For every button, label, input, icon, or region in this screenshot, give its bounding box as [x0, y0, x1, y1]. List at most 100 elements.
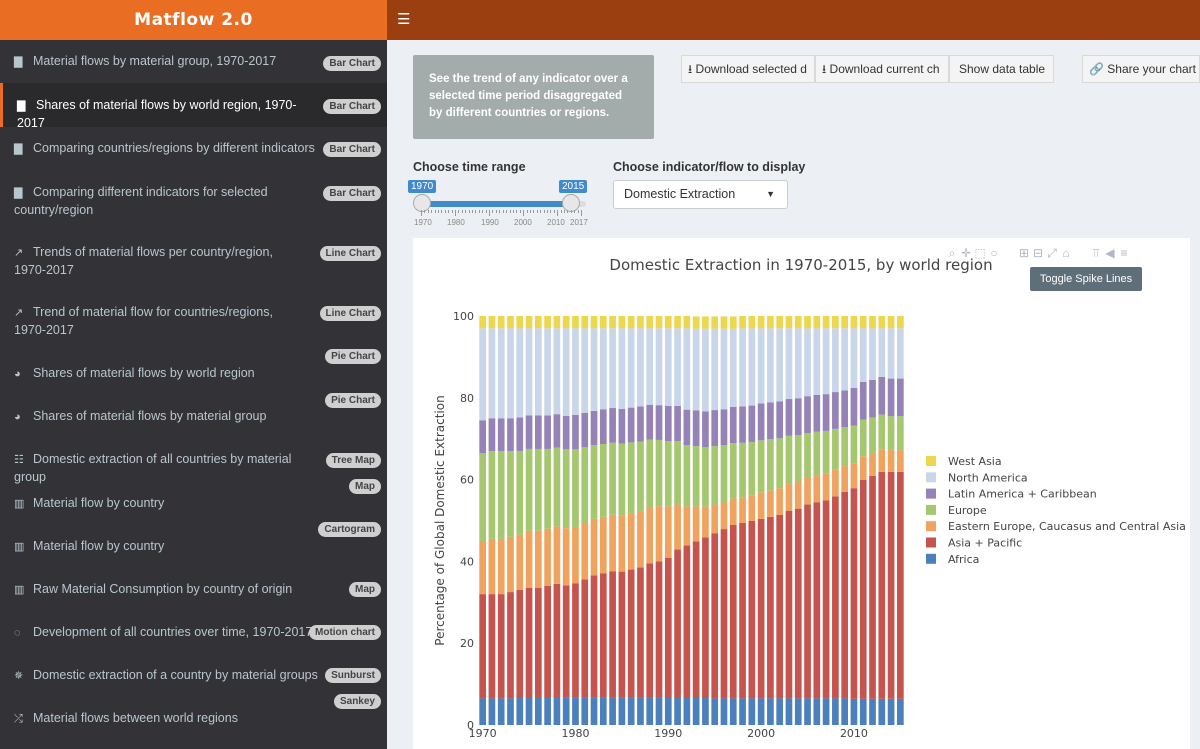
bar-segment[interactable]: [748, 520, 756, 699]
bar-segment[interactable]: [553, 526, 561, 584]
bar-segment[interactable]: [581, 697, 589, 725]
bar-segment[interactable]: [646, 507, 654, 564]
bar-segment[interactable]: [702, 447, 709, 507]
bar-segment[interactable]: [692, 328, 700, 411]
bar-segment[interactable]: [729, 498, 737, 525]
bar-segment[interactable]: [748, 405, 756, 442]
bar-segment[interactable]: [507, 698, 514, 725]
bar-segment[interactable]: [832, 496, 839, 699]
legend-label[interactable]: Eastern Europe, Caucasus and Central Asi…: [948, 520, 1186, 533]
bar-segment[interactable]: [674, 698, 681, 725]
bar-segment[interactable]: [618, 697, 626, 725]
bar-segment[interactable]: [711, 698, 719, 725]
bar-segment[interactable]: [720, 328, 728, 410]
bar-segment[interactable]: [516, 534, 524, 591]
bar-segment[interactable]: [776, 316, 784, 329]
bar-segment[interactable]: [767, 439, 774, 491]
bar-segment[interactable]: [822, 430, 830, 474]
bar-segment[interactable]: [479, 316, 486, 329]
bar-segment[interactable]: [497, 594, 505, 699]
bar-segment[interactable]: [897, 698, 904, 725]
bar-segment[interactable]: [841, 390, 849, 428]
sidebar-item[interactable]: ▥ Material flow by country Map: [0, 479, 387, 527]
bar-segment[interactable]: [609, 408, 616, 443]
bar-segment[interactable]: [507, 592, 514, 699]
bar-segment[interactable]: [711, 533, 719, 699]
legend-label[interactable]: West Asia: [948, 455, 1002, 468]
bar-segment[interactable]: [832, 428, 839, 470]
bar-segment[interactable]: [720, 502, 728, 530]
bar-segment[interactable]: [637, 316, 644, 329]
bar-segment[interactable]: [822, 394, 830, 431]
bar-segment[interactable]: [618, 328, 626, 409]
bar-segment[interactable]: [711, 410, 719, 447]
bar-segment[interactable]: [562, 328, 570, 416]
sidebar-item[interactable]: ▇ Comparing different indicators for sele…: [0, 172, 387, 232]
bar-segment[interactable]: [720, 445, 728, 503]
bar-segment[interactable]: [572, 449, 579, 528]
bar-segment[interactable]: [785, 399, 793, 436]
bar-segment[interactable]: [497, 538, 505, 595]
hover-compare-icon[interactable]: ≡: [1120, 246, 1128, 260]
bar-segment[interactable]: [590, 328, 598, 411]
bar-segment[interactable]: [479, 453, 486, 541]
bar-segment[interactable]: [534, 530, 542, 588]
bar-segment[interactable]: [729, 443, 737, 499]
plot-area[interactable]: Domestic Extraction in 1970-2015, by wor…: [413, 238, 1190, 749]
bar-segment[interactable]: [572, 316, 579, 329]
bar-segment[interactable]: [590, 575, 598, 698]
bar-segment[interactable]: [581, 522, 589, 580]
bar-segment[interactable]: [813, 316, 821, 329]
legend-swatch[interactable]: [926, 504, 936, 515]
bar-segment[interactable]: [804, 328, 811, 397]
bar-segment[interactable]: [711, 328, 719, 411]
bar-segment[interactable]: [878, 471, 886, 699]
bar-segment[interactable]: [897, 416, 904, 451]
sidebar-item[interactable]: ◕ Shares of material flows by material gr…: [0, 393, 387, 440]
bar-segment[interactable]: [488, 698, 496, 725]
sidebar-item[interactable]: ⤮ Material flows between world regions San…: [0, 694, 387, 742]
hover-closest-icon[interactable]: ◀: [1105, 246, 1115, 260]
bar-segment[interactable]: [674, 328, 681, 406]
show-data-table-button[interactable]: Show data table: [949, 55, 1054, 83]
bar-segment[interactable]: [711, 504, 719, 534]
bar-segment[interactable]: [869, 316, 876, 329]
bar-segment[interactable]: [655, 328, 663, 406]
bar-segment[interactable]: [887, 328, 895, 379]
legend-label[interactable]: Latin America + Caribbean: [948, 488, 1097, 501]
bar-segment[interactable]: [822, 500, 830, 699]
bar-segment[interactable]: [479, 328, 486, 421]
bar-segment[interactable]: [757, 403, 765, 441]
bar-segment[interactable]: [609, 328, 616, 409]
bar-segment[interactable]: [720, 698, 728, 725]
bar-segment[interactable]: [776, 438, 784, 489]
bar-segment[interactable]: [544, 698, 551, 725]
bar-segment[interactable]: [729, 406, 737, 444]
bar-segment[interactable]: [869, 417, 876, 454]
bar-segment[interactable]: [572, 697, 579, 725]
bar-segment[interactable]: [859, 480, 867, 699]
legend-swatch[interactable]: [926, 553, 936, 564]
bar-segment[interactable]: [850, 328, 858, 388]
sidebar-item[interactable]: ◌ Development of all countries over time,…: [0, 612, 387, 656]
bar-segment[interactable]: [618, 515, 626, 572]
legend-label[interactable]: North America: [948, 471, 1028, 484]
sidebar-item[interactable]: ▇ Material flows by material group, 1970-…: [0, 41, 387, 85]
bar-segment[interactable]: [794, 316, 802, 329]
bar-segment[interactable]: [516, 698, 524, 725]
bar-segment[interactable]: [553, 698, 561, 725]
bar-segment[interactable]: [822, 328, 830, 395]
bar-segment[interactable]: [572, 527, 579, 584]
bar-segment[interactable]: [516, 417, 524, 451]
bar-segment[interactable]: [618, 316, 626, 329]
bar-segment[interactable]: [850, 488, 858, 699]
bar-segment[interactable]: [813, 475, 821, 503]
sidebar-item[interactable]: ▥ Raw Material Consumption by country of …: [0, 569, 387, 613]
bar-segment[interactable]: [683, 328, 691, 410]
share-chart-button[interactable]: 🔗 Share your chart: [1082, 55, 1200, 83]
bar-segment[interactable]: [544, 528, 551, 586]
bar-segment[interactable]: [581, 412, 589, 448]
bar-segment[interactable]: [887, 471, 895, 699]
bar-segment[interactable]: [887, 416, 895, 451]
bar-segment[interactable]: [609, 442, 616, 515]
